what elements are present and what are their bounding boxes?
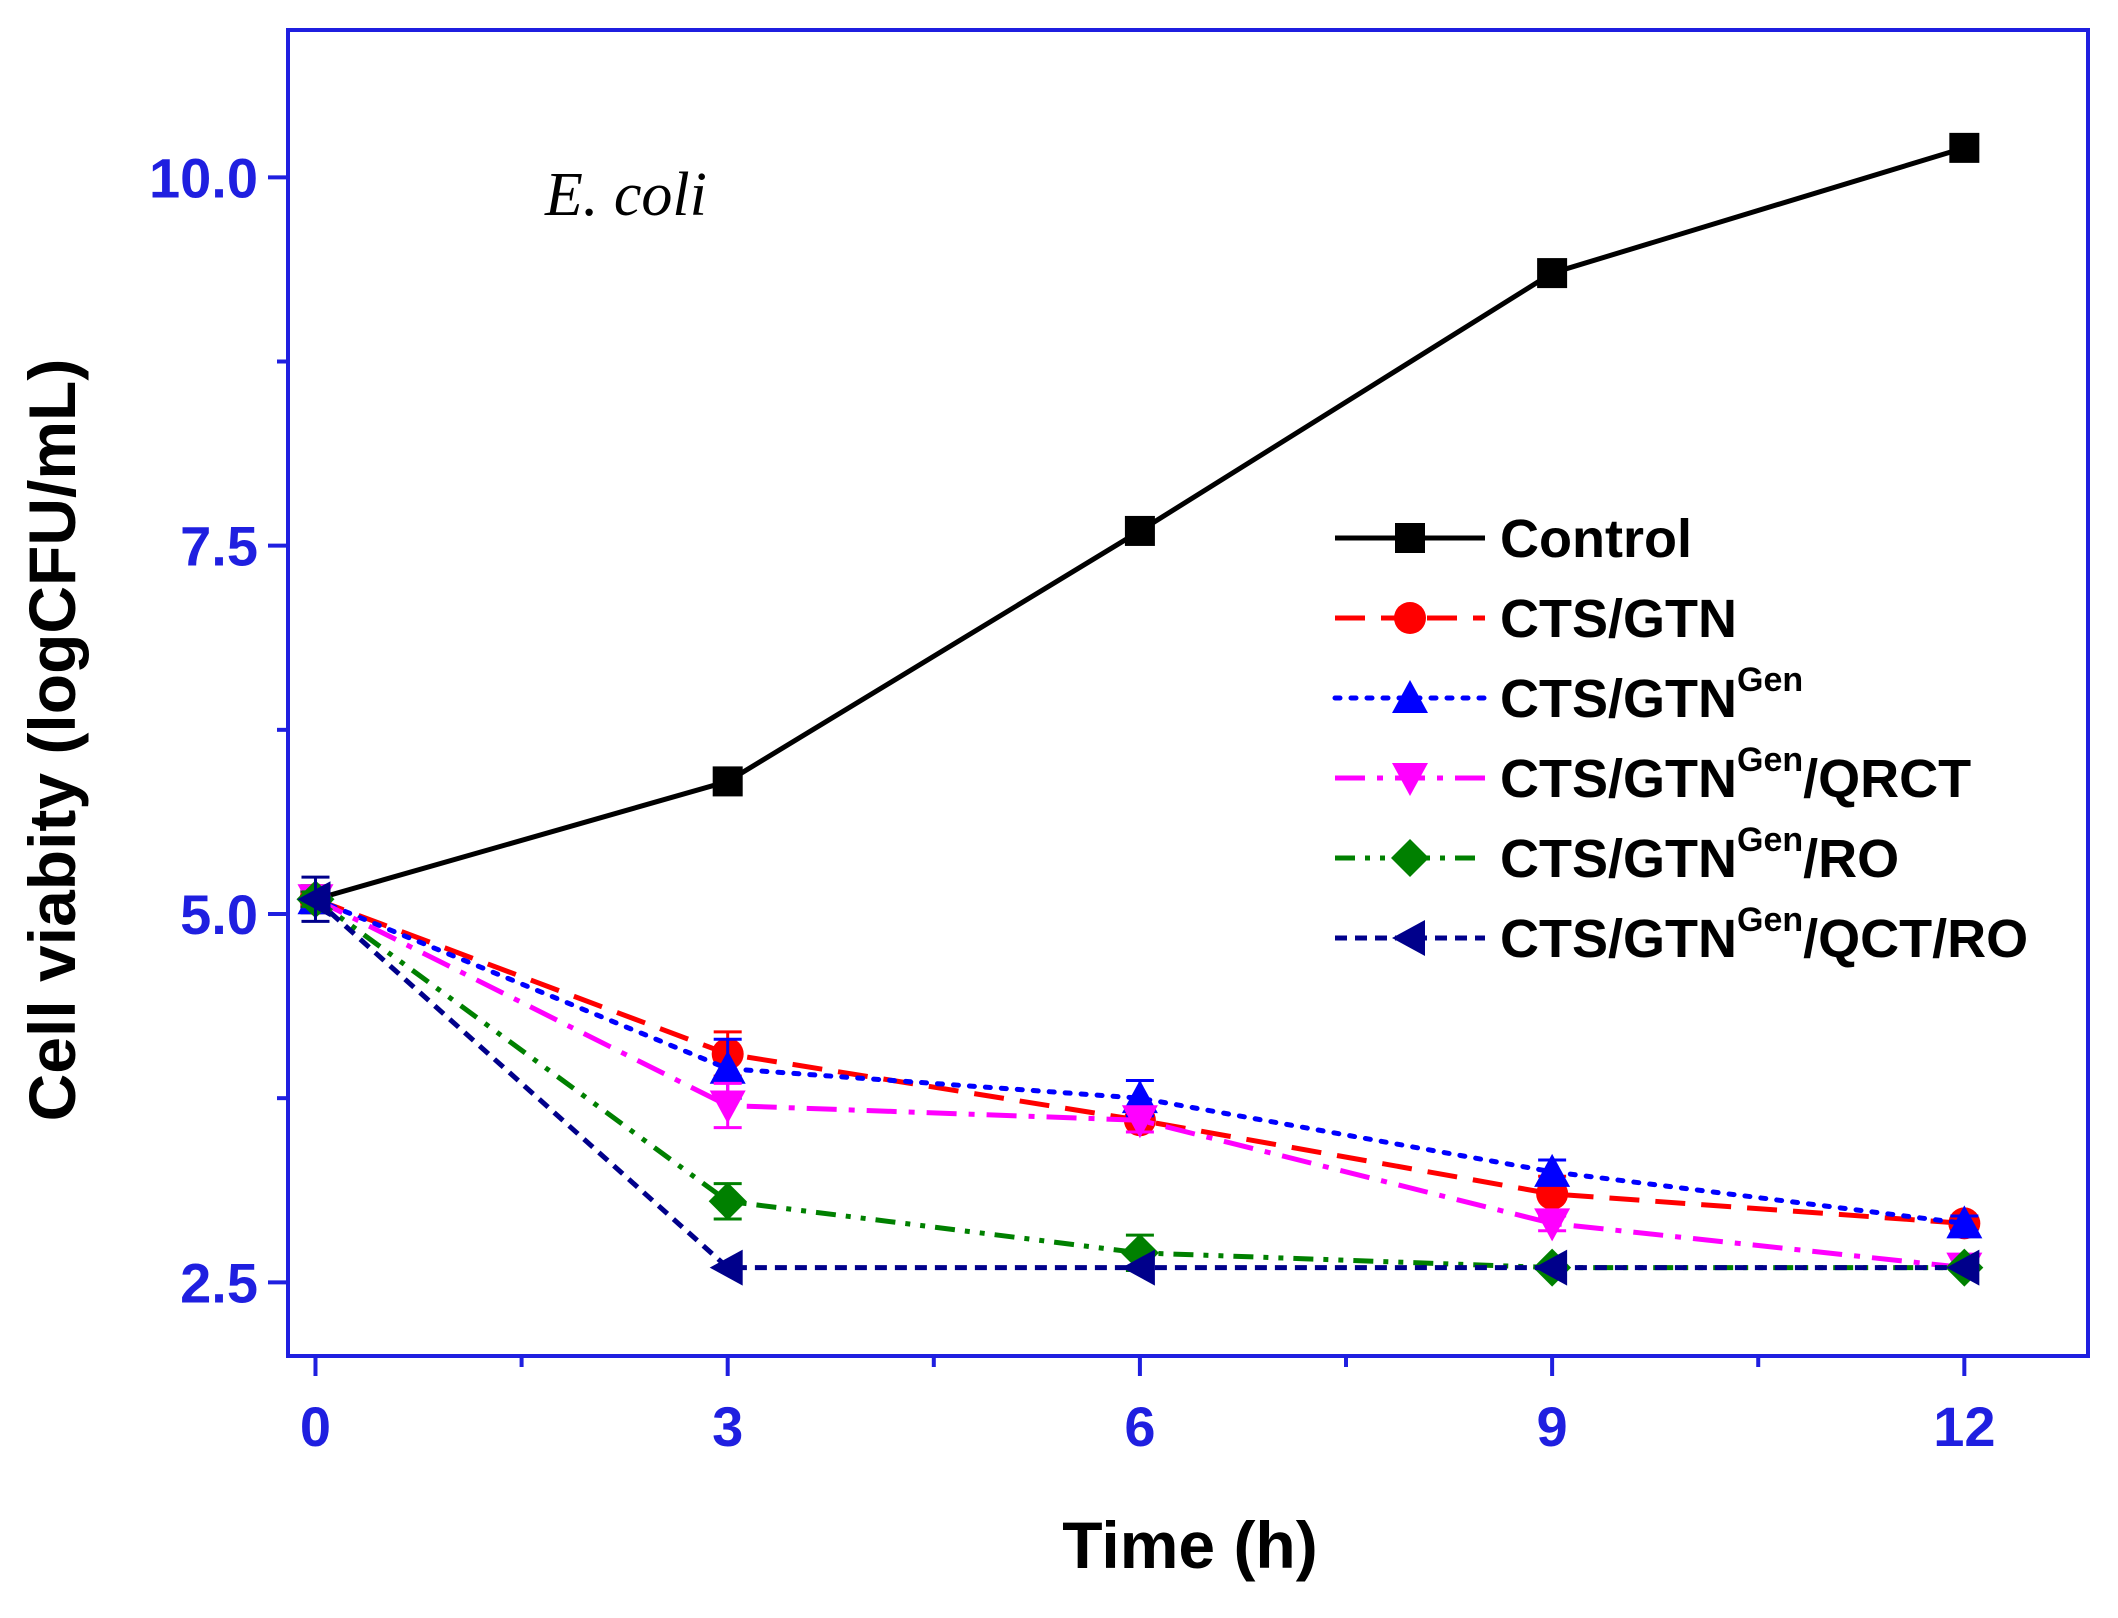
series-line bbox=[314, 897, 1965, 1271]
axis-ticks: 0 3 6 9 12 2.5 5.0 7.5 10.0 bbox=[149, 146, 1995, 1458]
x-axis-title: Time (h) bbox=[1062, 1508, 1317, 1582]
legend-label-superscript: Gen bbox=[1737, 901, 1803, 939]
series-6 bbox=[297, 875, 1980, 1286]
legend-label-suffix: /RO bbox=[1803, 829, 1899, 889]
y-tick-label: 5.0 bbox=[180, 883, 258, 946]
y-axis-title: Cell viabity (logCFU/mL) bbox=[15, 359, 89, 1122]
legend-label-main: CTS/GTN bbox=[1500, 829, 1737, 889]
data-point bbox=[1534, 1153, 1571, 1187]
legend-marker bbox=[1394, 602, 1426, 634]
legend-item: CTS/GTN bbox=[1335, 589, 1737, 649]
legend-label: CTS/GTN bbox=[1500, 589, 1737, 649]
data-point bbox=[709, 1090, 746, 1124]
legend-label: CTS/GTNGen/QCT/RO bbox=[1500, 901, 2028, 969]
y-tick-label: 7.5 bbox=[180, 515, 258, 578]
data-point bbox=[297, 881, 331, 918]
legend-label-superscript: Gen bbox=[1737, 821, 1803, 859]
data-point bbox=[708, 1182, 747, 1221]
legend-item: Control bbox=[1335, 509, 1692, 569]
legend-label: CTS/GTNGen bbox=[1500, 661, 1803, 729]
data-point bbox=[1946, 1249, 1980, 1286]
legend-item: CTS/GTNGen/QRCT bbox=[1335, 741, 1971, 809]
organism-annotation: E. coli bbox=[544, 161, 707, 229]
x-tick-label: 0 bbox=[300, 1395, 331, 1458]
data-point bbox=[1121, 1249, 1155, 1286]
data-point bbox=[1121, 1105, 1158, 1139]
series-layer bbox=[296, 132, 1984, 1287]
legend-label: CTS/GTNGen/RO bbox=[1500, 821, 1899, 889]
legend-label-main: CTS/GTN bbox=[1500, 669, 1737, 729]
legend-label-superscript: Gen bbox=[1737, 661, 1803, 699]
legend: ControlCTS/GTNCTS/GTNGenCTS/GTNGen/QRCTC… bbox=[1332, 509, 2028, 969]
legend-marker bbox=[1392, 920, 1425, 956]
legend-item: CTS/GTNGen/RO bbox=[1335, 821, 1899, 889]
legend-label-main: Control bbox=[1500, 509, 1692, 569]
data-point bbox=[1946, 1205, 1983, 1239]
legend-label-main: CTS/GTN bbox=[1500, 749, 1737, 809]
legend-marker bbox=[1392, 680, 1428, 713]
legend-label: Control bbox=[1500, 509, 1692, 569]
legend-item: CTS/GTNGen bbox=[1332, 661, 1803, 729]
legend-marker bbox=[1392, 763, 1428, 796]
legend-label-main: CTS/GTN bbox=[1500, 909, 1737, 969]
y-tick-label: 10.0 bbox=[149, 146, 258, 209]
data-point bbox=[1124, 515, 1155, 546]
x-tick-label: 12 bbox=[1933, 1395, 1995, 1458]
x-tick-label: 3 bbox=[712, 1395, 743, 1458]
data-point bbox=[1949, 132, 1980, 163]
data-point bbox=[709, 1050, 746, 1084]
data-point bbox=[1534, 1249, 1568, 1286]
legend-label-superscript: Gen bbox=[1737, 741, 1803, 779]
x-tick-label: 9 bbox=[1537, 1395, 1568, 1458]
legend-label-main: CTS/GTN bbox=[1500, 589, 1737, 649]
data-point bbox=[1121, 1080, 1158, 1114]
legend-label-suffix: /QCT/RO bbox=[1803, 909, 2028, 969]
plot-border bbox=[286, 28, 2090, 1358]
legend-marker bbox=[1391, 839, 1429, 877]
y-tick-label: 2.5 bbox=[180, 1251, 258, 1314]
x-tick-label: 6 bbox=[1124, 1395, 1155, 1458]
legend-marker bbox=[1395, 523, 1425, 553]
legend-label: CTS/GTNGen/QRCT bbox=[1500, 741, 1971, 809]
legend-label-suffix: /QRCT bbox=[1803, 749, 1971, 809]
legend-item: CTS/GTNGen/QCT/RO bbox=[1335, 901, 2028, 969]
data-point bbox=[1537, 258, 1568, 289]
plot-frame bbox=[286, 28, 2090, 1358]
data-point bbox=[709, 1249, 743, 1286]
data-point bbox=[712, 766, 743, 797]
data-point bbox=[1534, 1208, 1571, 1242]
